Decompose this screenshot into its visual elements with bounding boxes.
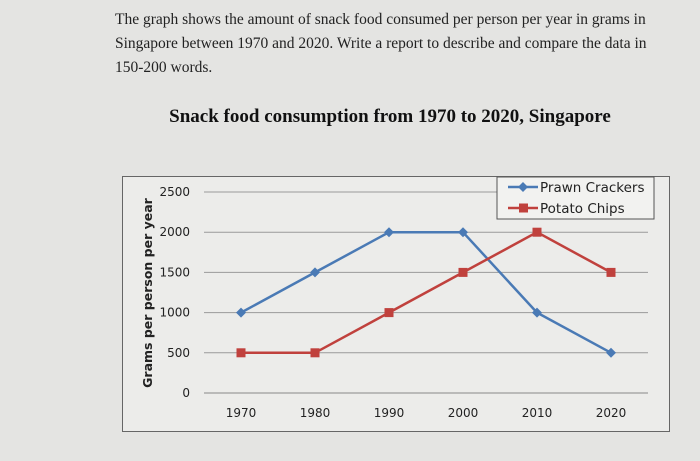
data-point (532, 307, 542, 318)
data-point (384, 308, 394, 318)
x-tick-label: 2000 (448, 406, 479, 420)
x-tick-label: 1970 (226, 406, 257, 420)
y-axis-label: Grams per person per year (140, 197, 155, 387)
data-point (458, 227, 468, 238)
legend-marker (518, 182, 528, 192)
task-prompt: The graph shows the amount of snack food… (115, 11, 647, 76)
data-point (310, 267, 320, 278)
series-line-0 (240, 230, 612, 354)
data-point (236, 307, 246, 318)
legend-label: Prawn Crackers (540, 180, 645, 196)
legend-label: Potato Chips (540, 201, 625, 217)
data-point (236, 348, 246, 358)
series-line-1 (241, 230, 612, 355)
chart-title: Snack food consumption from 1970 to 2020… (169, 106, 611, 127)
y-tick-label: 500 (167, 346, 190, 360)
y-tick-label: 1000 (159, 306, 190, 320)
data-point (458, 267, 468, 277)
data-point (310, 348, 320, 358)
x-tick-label: 1990 (374, 406, 405, 420)
data-point (606, 267, 616, 277)
data-point (384, 227, 394, 238)
data-point (606, 347, 616, 358)
y-tick-label: 1500 (159, 265, 190, 279)
y-tick-label: 0 (182, 386, 190, 400)
x-tick-label: 2010 (522, 406, 553, 420)
y-tick-label: 2000 (159, 225, 190, 239)
x-tick-label: 1980 (300, 406, 331, 420)
x-tick-label: 2020 (596, 406, 627, 420)
data-point (532, 227, 542, 237)
legend-marker (519, 203, 528, 213)
y-tick-label: 2500 (159, 185, 190, 199)
